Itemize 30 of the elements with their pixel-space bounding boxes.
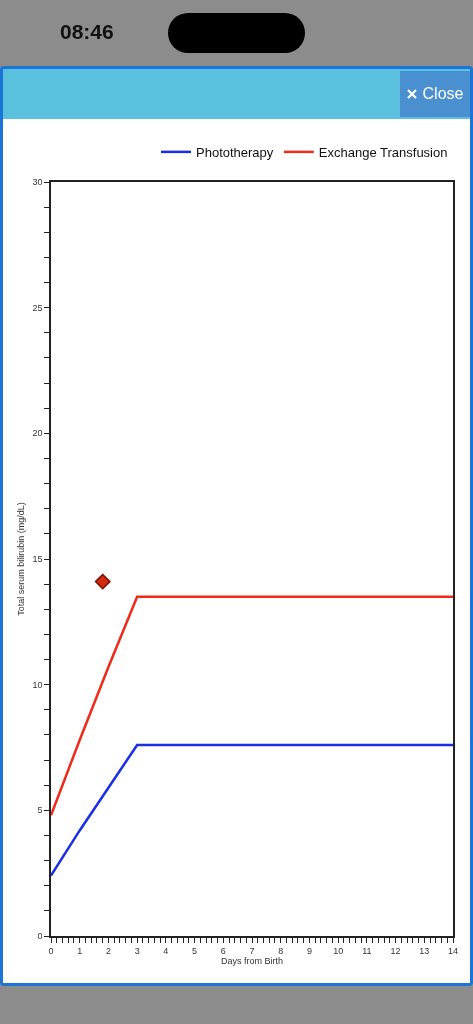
x-tick-label: 7 [249, 945, 255, 956]
x-tick-label: 4 [163, 945, 169, 956]
x-tick-label: 13 [419, 945, 430, 956]
y-tick-label: 25 [32, 302, 43, 313]
line-series [51, 743, 453, 877]
x-tick-label: 5 [192, 945, 198, 956]
x-tick-label: 11 [362, 945, 372, 956]
x-tick-label: 3 [134, 945, 140, 956]
line-series [51, 595, 453, 817]
x-tick-label: 0 [48, 945, 54, 956]
x-tick-label: 6 [220, 945, 226, 956]
y-tick-label: 15 [32, 554, 43, 565]
y-tick-label: 10 [32, 679, 43, 690]
y-tick-label: 30 [32, 177, 43, 188]
legend-label: Phototherapy [196, 144, 274, 160]
x-tick-label: 1 [77, 945, 83, 956]
x-tick-label: 14 [447, 945, 459, 956]
y-tick-label: 20 [32, 428, 43, 439]
x-tick-label: 10 [333, 945, 344, 956]
y-axis-title: Total serum bilirubin (mg/dL) [16, 502, 27, 616]
x-axis-title: Days from Birth [220, 955, 284, 966]
x-tick-label: 12 [390, 945, 401, 956]
text: Close [422, 85, 464, 103]
legend-label: Exchange Transfusion [318, 144, 448, 160]
y-tick-label: 0 [37, 931, 43, 942]
text: 08:46 [60, 20, 114, 44]
x-tick-label: 2 [105, 945, 111, 956]
x-tick-label: 9 [306, 945, 312, 956]
x-tick-label: 8 [278, 945, 284, 956]
y-tick-label: 5 [37, 805, 43, 816]
